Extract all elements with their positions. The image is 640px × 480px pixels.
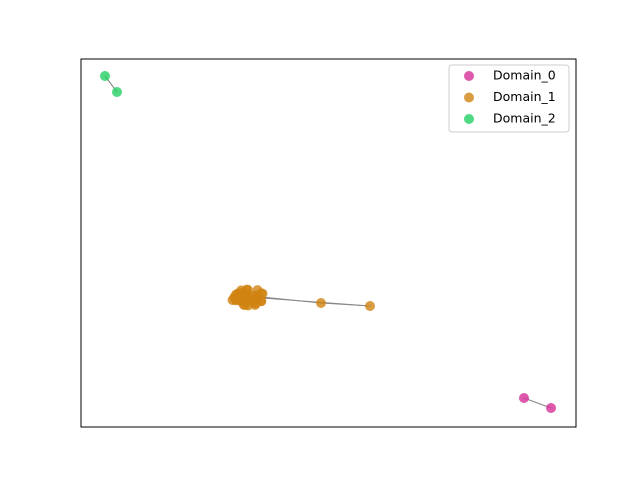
legend-marker <box>464 92 474 103</box>
node <box>112 87 122 97</box>
edge <box>320 302 371 307</box>
legend-marker <box>464 71 474 81</box>
node <box>316 298 326 308</box>
legend-marker <box>464 114 474 124</box>
legend-label: Domain_1 <box>493 89 556 104</box>
legend-box <box>448 64 570 133</box>
legend-label: Domain_0 <box>493 68 556 83</box>
node <box>240 299 251 310</box>
node <box>519 393 529 403</box>
node <box>100 71 110 81</box>
node <box>256 288 267 299</box>
node <box>365 301 375 311</box>
node <box>231 293 242 304</box>
nodes <box>100 71 556 413</box>
plot-frame <box>80 58 577 428</box>
legend-label: Domain_2 <box>493 111 556 126</box>
node <box>546 403 556 413</box>
legend: Domain_0 Domain_1 Domain_2 <box>464 68 556 126</box>
node <box>241 284 252 295</box>
